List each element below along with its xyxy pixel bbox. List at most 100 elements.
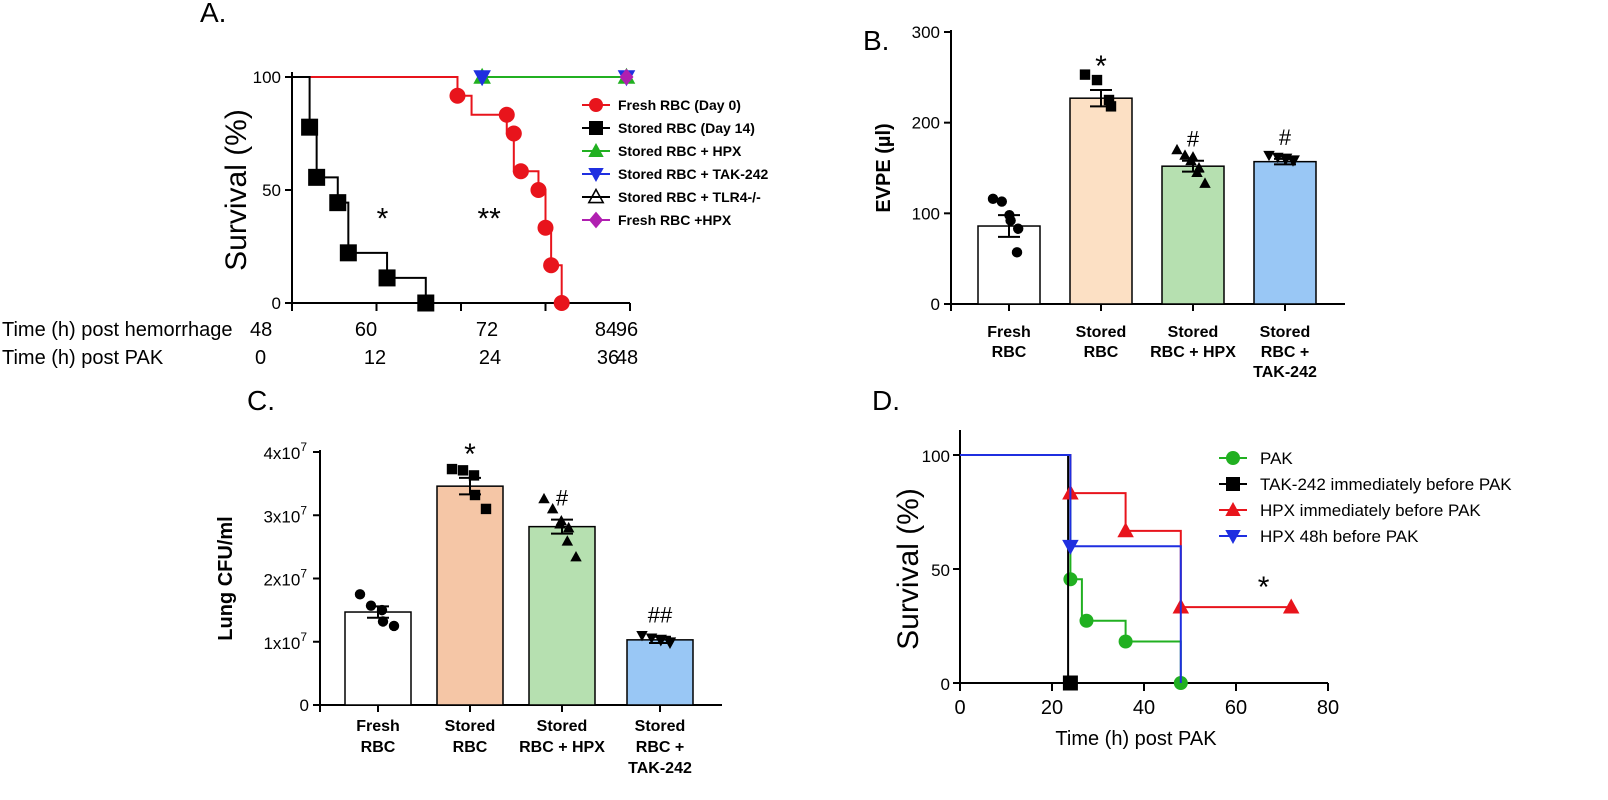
- category-label: Stored: [1168, 324, 1219, 341]
- y-tick-label: 300: [912, 23, 940, 42]
- legend-marker: [589, 211, 603, 229]
- panel-b-label: B.: [863, 25, 889, 56]
- y-tick-label: 100: [922, 447, 950, 466]
- x-tick-label-hemorrhage: 60: [355, 319, 377, 341]
- point-hpx: [1117, 522, 1134, 538]
- data-point: [388, 620, 400, 632]
- data-point: [457, 465, 469, 476]
- category-label: RBC: [1084, 344, 1119, 361]
- legend-marker: [588, 142, 604, 157]
- legend-marker: [1225, 501, 1241, 516]
- significance-mark: *: [377, 203, 389, 236]
- data-point: [1185, 154, 1197, 166]
- point-stored: [378, 269, 396, 287]
- y-tick-label: 4x107: [263, 440, 307, 463]
- legend-marker: [1225, 530, 1241, 545]
- bar: [1069, 97, 1133, 305]
- data-point: [365, 600, 377, 611]
- point-hpx48: [1062, 539, 1079, 555]
- bar: [344, 611, 412, 706]
- x-axis-label: Time (h) post PAK: [1055, 728, 1217, 750]
- data-point: [1191, 166, 1203, 177]
- category-label: RBC + HPX: [519, 739, 605, 756]
- x-tick-label: 20: [1041, 697, 1063, 719]
- category-label: Fresh: [356, 718, 400, 735]
- point-tak: [1062, 675, 1078, 691]
- data-point: [1287, 156, 1299, 167]
- significance-mark: *: [1095, 50, 1107, 83]
- data-point: [1179, 149, 1191, 160]
- x-tick-label-hemorrhage: 48: [250, 319, 272, 341]
- category-label: Stored: [537, 718, 588, 735]
- data-point: [354, 589, 366, 600]
- category-label: Stored: [1076, 324, 1127, 341]
- x-tick-label-hemorrhage: 72: [476, 319, 498, 341]
- x-tick-label: 60: [1225, 697, 1247, 719]
- data-point: [480, 503, 492, 515]
- panel-b: B. 0 100 200 300 EVPE (µl) Fresh RBC * Stored RBC #…: [863, 23, 1345, 381]
- bar: [1161, 165, 1225, 305]
- data-point: [1171, 143, 1183, 155]
- data-point: [1103, 94, 1115, 106]
- y-tick-label: 0: [300, 696, 309, 715]
- point-pak: [1079, 613, 1094, 628]
- panel-a: A. 0 50 100 Survival (%) Time (h) post hemorr…: [2, 0, 768, 369]
- significance-mark: #: [1279, 125, 1292, 150]
- data-point: [1011, 247, 1023, 258]
- x-tick-label-hemorrhage: 96: [616, 319, 638, 341]
- category-label: RBC: [453, 739, 488, 756]
- legend-marker: [588, 168, 604, 183]
- data-point: [554, 518, 566, 529]
- x-tick-label-hemorrhage: 84: [595, 319, 617, 341]
- category-label: Fresh: [987, 324, 1031, 341]
- y-tick-label: 100: [912, 204, 940, 223]
- point-fresh: [512, 163, 529, 180]
- legend-label: PAK: [1260, 449, 1293, 468]
- bar: [626, 639, 694, 706]
- bar: [1253, 160, 1317, 305]
- data-point: [1013, 223, 1024, 234]
- data-point: [538, 492, 550, 504]
- point-fresh: [543, 257, 560, 274]
- x-tick-label: 40: [1133, 697, 1155, 719]
- significance-mark: *: [464, 438, 476, 471]
- category-label: RBC +: [1261, 344, 1309, 361]
- panel-c-label: C.: [247, 385, 275, 416]
- category-label: TAK-242: [1253, 364, 1317, 381]
- point-fresh: [530, 182, 547, 198]
- x-tick-label: 80: [1317, 697, 1339, 719]
- legend-label: HPX immediately before PAK: [1260, 501, 1481, 520]
- data-point: [377, 616, 389, 627]
- y-tick-label: 50: [262, 181, 281, 200]
- point-tak: [473, 70, 491, 87]
- legend-label: HPX 48h before PAK: [1260, 527, 1419, 546]
- data-point: [664, 638, 676, 649]
- legend-label: Stored RBC + HPX: [618, 143, 742, 159]
- x-tick-label-pak: 36: [597, 347, 619, 369]
- y-axis-label: Survival (%): [220, 109, 253, 271]
- y-axis-label: Survival (%): [892, 488, 925, 650]
- category-label: RBC: [992, 344, 1027, 361]
- data-point: [376, 604, 388, 616]
- data-point: [1105, 101, 1117, 112]
- legend-label: TAK-242 immediately before PAK: [1260, 475, 1512, 494]
- point-stored: [301, 118, 319, 136]
- x-tick-label-pak: 48: [616, 347, 638, 369]
- significance-mark: #: [1187, 127, 1200, 152]
- data-point: [561, 535, 574, 546]
- point-fresh: [498, 106, 515, 123]
- legend-label: Stored RBC + TLR4-/-: [618, 189, 761, 205]
- y-tick-label: 100: [253, 68, 281, 87]
- point-hpx: [1282, 598, 1300, 614]
- point-fresh: [449, 87, 466, 104]
- y-tick-label: 2x107: [263, 567, 307, 590]
- y-tick-label: 50: [931, 561, 950, 580]
- significance-mark: ##: [648, 603, 673, 628]
- point-stored: [308, 168, 326, 186]
- category-label: TAK-242: [628, 760, 692, 777]
- bar: [977, 225, 1041, 305]
- data-point: [645, 633, 658, 644]
- x-row-label-pak: Time (h) post PAK: [2, 347, 164, 369]
- legend-marker: [1226, 451, 1240, 465]
- legend-label: Stored RBC + TAK-242: [618, 166, 768, 182]
